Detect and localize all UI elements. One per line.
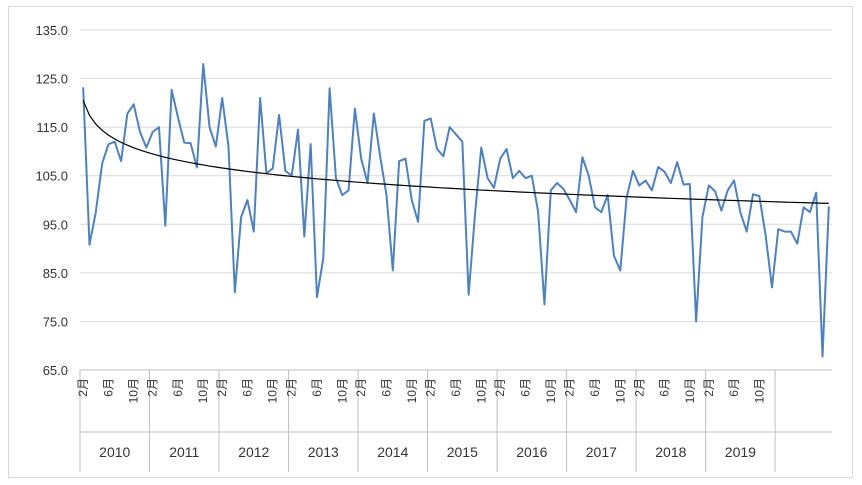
month-label: 10月 <box>752 378 766 403</box>
month-label: 2月 <box>285 378 299 397</box>
y-tick-label: 85.0 <box>43 266 68 281</box>
month-label: 2月 <box>424 378 438 397</box>
month-label: 10月 <box>544 378 558 403</box>
month-label: 10月 <box>613 378 627 403</box>
y-tick-label: 125.0 <box>35 72 68 87</box>
year-label: 2017 <box>586 444 617 460</box>
year-label: 2013 <box>308 444 339 460</box>
month-label: 2月 <box>215 378 229 397</box>
y-tick-label: 105.0 <box>35 169 68 184</box>
month-label: 6月 <box>588 378 602 397</box>
trendline <box>82 100 829 204</box>
chart-area <box>8 6 853 478</box>
y-tick-label: 135.0 <box>35 23 68 38</box>
month-label: 6月 <box>449 378 463 397</box>
month-label: 6月 <box>658 378 672 397</box>
month-label: 10月 <box>335 378 349 403</box>
month-label: 6月 <box>240 378 254 397</box>
month-label: 6月 <box>727 378 741 397</box>
month-label: 2月 <box>493 378 507 397</box>
month-label: 2月 <box>702 378 716 397</box>
month-label: 6月 <box>519 378 533 397</box>
year-label: 2016 <box>516 444 547 460</box>
series-line <box>82 63 830 358</box>
month-label: 10月 <box>266 378 280 403</box>
month-label: 10月 <box>127 378 141 403</box>
year-label: 2018 <box>655 444 686 460</box>
month-label: 2月 <box>146 378 160 397</box>
month-label: 10月 <box>683 378 697 403</box>
month-label: 6月 <box>310 378 324 397</box>
year-label: 2012 <box>238 444 269 460</box>
month-label: 2月 <box>354 378 368 397</box>
year-label: 2019 <box>725 444 756 460</box>
year-label: 2010 <box>99 444 130 460</box>
month-label: 2月 <box>76 378 90 397</box>
month-label: 6月 <box>171 378 185 397</box>
y-tick-label: 95.0 <box>43 217 68 232</box>
year-label: 2014 <box>377 444 408 460</box>
y-tick-label: 75.0 <box>43 314 68 329</box>
month-label: 2月 <box>563 378 577 397</box>
month-label: 6月 <box>101 378 115 397</box>
month-label: 10月 <box>474 378 488 403</box>
year-label: 2011 <box>169 444 199 460</box>
month-label: 10月 <box>405 378 419 403</box>
month-label: 2月 <box>632 378 646 397</box>
month-label: 10月 <box>196 378 210 403</box>
y-tick-label: 65.0 <box>43 363 68 378</box>
y-tick-label: 115.0 <box>36 120 68 135</box>
year-label: 2015 <box>447 444 478 460</box>
month-label: 6月 <box>379 378 393 397</box>
